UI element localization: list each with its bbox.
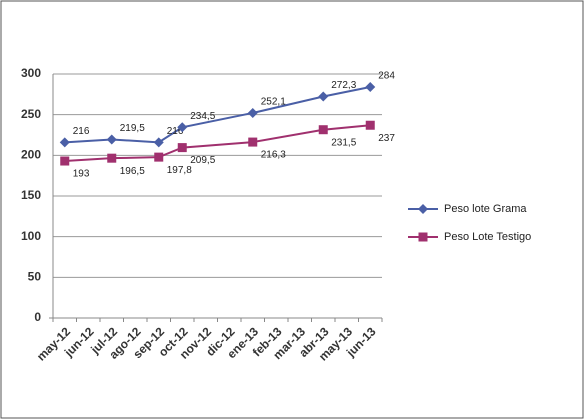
data-label: 231,5 bbox=[331, 137, 356, 148]
y-tick-label: 0 bbox=[34, 310, 41, 324]
data-label: 216,3 bbox=[261, 150, 286, 161]
marker bbox=[60, 156, 70, 166]
marker bbox=[248, 137, 258, 147]
marker bbox=[318, 125, 328, 135]
y-tick-label: 100 bbox=[21, 229, 41, 243]
data-label: 272,3 bbox=[331, 80, 356, 91]
marker bbox=[153, 137, 164, 148]
marker bbox=[365, 120, 375, 130]
data-label: 237 bbox=[378, 133, 395, 144]
y-tick-label: 300 bbox=[21, 66, 41, 80]
data-label: 234,5 bbox=[190, 111, 215, 122]
data-label: 196,5 bbox=[120, 166, 145, 177]
marker bbox=[177, 143, 187, 153]
data-label: 209,5 bbox=[190, 155, 215, 166]
y-tick-label: 150 bbox=[21, 188, 41, 202]
data-label: 193 bbox=[73, 169, 90, 180]
y-tick-label: 50 bbox=[28, 270, 42, 284]
marker bbox=[365, 82, 376, 93]
data-label: 219,5 bbox=[120, 123, 145, 134]
marker bbox=[59, 137, 70, 148]
legend-label: Peso Lote Testigo bbox=[444, 231, 531, 243]
marker bbox=[106, 134, 117, 145]
legend-marker bbox=[418, 204, 428, 214]
data-label: 197,8 bbox=[167, 165, 192, 176]
data-label: 216 bbox=[73, 126, 90, 137]
marker bbox=[177, 122, 188, 133]
data-label: 284 bbox=[378, 71, 395, 82]
data-label: 216 bbox=[167, 126, 184, 137]
legend-marker bbox=[418, 232, 428, 242]
legend-label: Peso lote Grama bbox=[444, 203, 527, 215]
data-label: 252,1 bbox=[261, 97, 286, 108]
marker bbox=[318, 91, 329, 102]
y-tick-label: 250 bbox=[21, 107, 41, 121]
y-tick-label: 200 bbox=[21, 148, 41, 162]
marker bbox=[154, 152, 164, 162]
marker bbox=[107, 153, 117, 163]
marker bbox=[247, 107, 258, 118]
